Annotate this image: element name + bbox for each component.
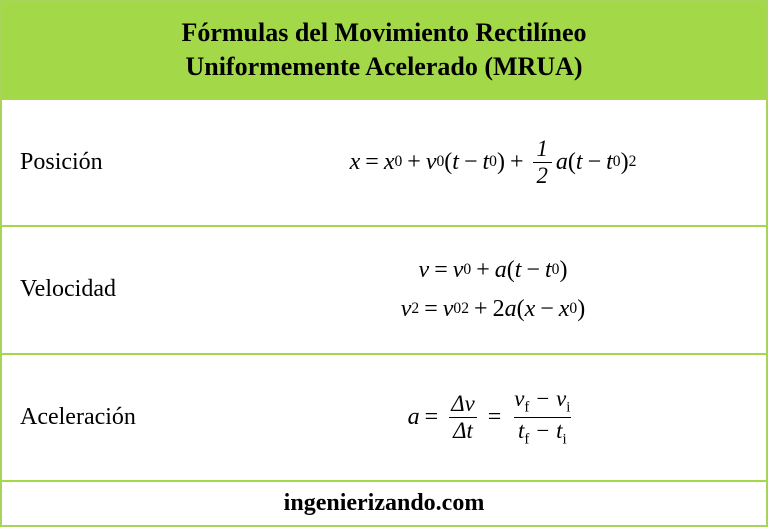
card-header: Fórmulas del Movimiento Rectilíneo Unifo…: [2, 2, 766, 100]
label-velocidad: Velocidad: [2, 276, 220, 303]
formula-velocidad-eq2: v2=v02+2a(x−x0): [401, 296, 585, 323]
row-velocidad: Velocidad v=v0+a(t−t0) v2=v02+2a(x−x0): [2, 227, 766, 354]
formula-posicion: x=x0+v0(t−t0)+12a(t−t0)2: [220, 130, 766, 195]
formula-velocidad: v=v0+a(t−t0) v2=v02+2a(x−x0): [220, 251, 766, 329]
formula-card: Fórmulas del Movimiento Rectilíneo Unifo…: [0, 0, 768, 527]
formula-aceleracion: a=ΔvΔt=vf − vitf − ti: [220, 380, 766, 454]
formula-velocidad-eq1: v=v0+a(t−t0): [419, 257, 568, 284]
footer-text: ingenierizando.com: [284, 490, 485, 516]
label-posicion: Posición: [2, 149, 220, 176]
title-line-1: Fórmulas del Movimiento Rectilíneo: [181, 18, 586, 47]
row-aceleracion: Aceleración a=ΔvΔt=vf − vitf − ti: [2, 355, 766, 482]
formula-posicion-eq: x=x0+v0(t−t0)+12a(t−t0)2: [350, 136, 637, 189]
formula-aceleracion-eq: a=ΔvΔt=vf − vitf − ti: [408, 386, 579, 448]
row-posicion: Posición x=x0+v0(t−t0)+12a(t−t0)2: [2, 100, 766, 227]
title-line-2: Uniformemente Acelerado (MRUA): [185, 52, 582, 81]
header-title: Fórmulas del Movimiento Rectilíneo Unifo…: [12, 16, 756, 84]
label-aceleracion: Aceleración: [2, 404, 220, 431]
card-footer: ingenierizando.com: [2, 482, 766, 525]
